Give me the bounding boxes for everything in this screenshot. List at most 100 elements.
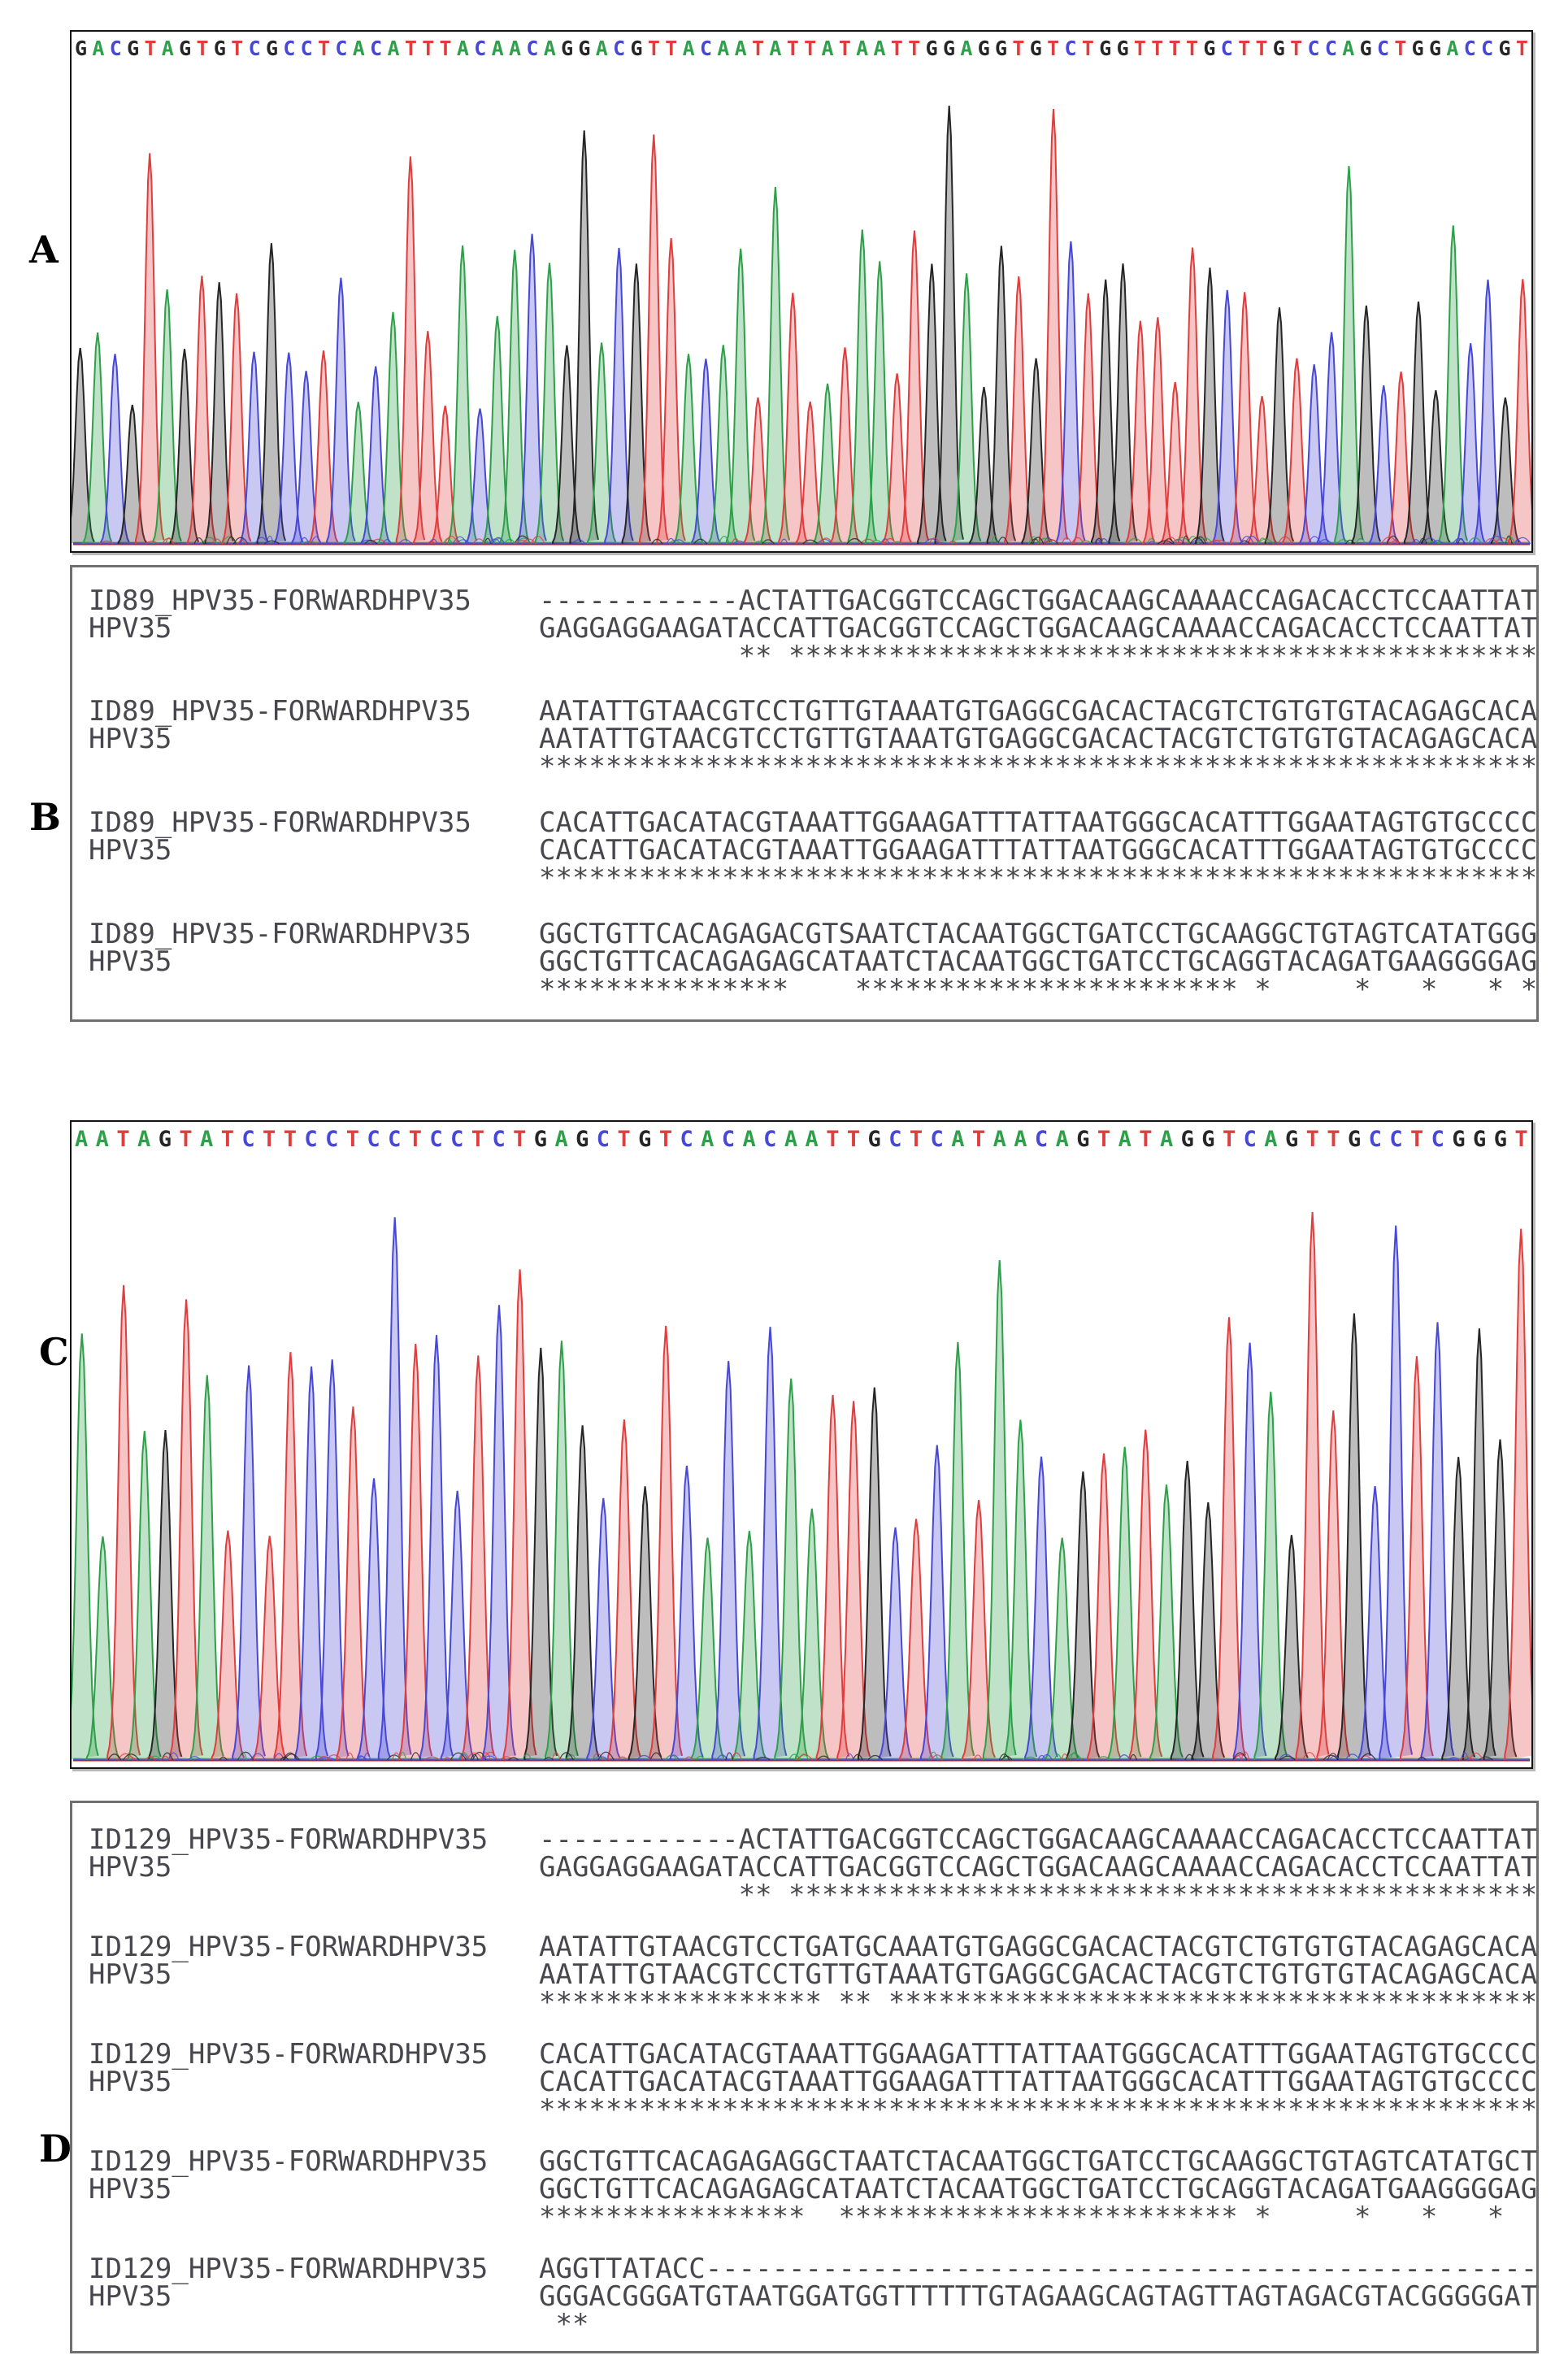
baseline-noise — [1380, 536, 1398, 545]
baseline-noise — [1355, 537, 1366, 545]
baseline-noise — [122, 1753, 140, 1761]
chromatogram-trace — [72, 105, 1531, 545]
base-letter: G — [1201, 1127, 1215, 1152]
reference-label: HPV35 — [89, 723, 172, 755]
baseline-noise — [558, 1752, 574, 1761]
base-letter: C — [1243, 1127, 1257, 1152]
baseline-noise — [997, 537, 1009, 545]
base-letter: G — [995, 37, 1008, 60]
baseline-noise — [443, 1757, 451, 1761]
base-letter: C — [1481, 37, 1494, 60]
query-label: ID89_HPV35-FORWARDHPV35 — [89, 806, 471, 839]
baseline-noise — [1061, 537, 1072, 545]
trace-peak — [419, 1335, 454, 1760]
base-letter: A — [95, 1127, 109, 1152]
baseline-noise — [893, 541, 902, 545]
base-letter: T — [804, 37, 817, 60]
base-letter: T — [1394, 37, 1407, 60]
trace-peak — [106, 1284, 141, 1760]
baseline-noise — [226, 536, 237, 545]
base-letter: T — [439, 37, 452, 60]
trace-peak — [917, 263, 947, 544]
base-letter: A — [1446, 37, 1459, 60]
trace-peak — [1247, 396, 1277, 544]
base-letter: G — [1203, 37, 1216, 60]
baseline-noise — [636, 1754, 652, 1761]
base-letter: C — [699, 37, 712, 60]
base-letter: G — [1452, 1127, 1466, 1152]
baseline-noise — [193, 537, 205, 545]
base-letter: T — [220, 1127, 234, 1152]
base-letter: G — [1498, 37, 1511, 60]
trace-peak — [795, 402, 825, 544]
base-letter: G — [1473, 1127, 1487, 1152]
panel-c-label: C — [39, 1330, 69, 1374]
baseline-noise — [359, 539, 376, 545]
alignment-block: ID89_HPV35-FORWARDHPV35 HPV35 CACATTGACATA… — [72, 806, 1537, 892]
base-letter: A — [1118, 1127, 1131, 1152]
trace-peak — [794, 1508, 829, 1760]
base-letter: T — [908, 37, 921, 60]
baseline-noise — [931, 1754, 944, 1761]
base-letter: T — [1255, 37, 1268, 60]
base-letter: C — [370, 37, 383, 60]
base-letter: C — [930, 1127, 944, 1152]
trace-peak — [239, 351, 269, 544]
base-letter: G — [533, 1127, 548, 1152]
baseline-noise — [684, 1756, 694, 1761]
trace-peak — [882, 373, 912, 544]
base-letter: A — [137, 1127, 151, 1152]
baseline-noise — [973, 1754, 983, 1761]
baseline-noise — [544, 1757, 554, 1761]
reference-sequence-line: GAGGAGGAAGATACCATTGACGGTCCAGCTGGACAAGCAA… — [539, 1851, 1538, 1884]
trace-peak — [1504, 1228, 1531, 1760]
base-letter: T — [1168, 37, 1181, 60]
reference-sequence-line: CACATTGACATACGTAAATTGGAAGATTTATTAATGGGCA… — [539, 2066, 1538, 2098]
base-letter: T — [909, 1127, 923, 1152]
baseline-noise — [382, 538, 393, 545]
trace-peak — [1295, 1212, 1330, 1760]
baseline-noise — [802, 539, 819, 545]
base-letter: A — [742, 1127, 756, 1152]
base-letter: C — [721, 1127, 736, 1152]
baseline-noise — [1279, 1755, 1297, 1761]
baseline-noise — [817, 1755, 831, 1761]
baseline-noise — [923, 538, 940, 545]
alignment-block: ID89_HPV35-FORWARDHPV35 HPV35 GGCTGTTCACAG… — [72, 920, 1537, 1003]
match-line: *************** *********************** … — [539, 973, 1538, 1006]
base-letter: A — [805, 1127, 819, 1152]
base-letter: G — [179, 37, 192, 60]
baseline-noise — [1494, 537, 1511, 545]
base-letter: T — [1047, 37, 1060, 60]
reference-label: HPV35 — [89, 834, 172, 867]
trace-peak — [711, 1361, 746, 1760]
base-letter: T — [179, 1127, 193, 1152]
base-letter: G — [158, 1127, 172, 1152]
trace-peak — [1455, 343, 1486, 544]
base-letter: C — [241, 1127, 255, 1152]
baseline-noise — [1044, 539, 1060, 545]
trace-peak — [1316, 332, 1347, 544]
baseline-noise — [1184, 1753, 1195, 1761]
baseline-noise — [565, 1753, 577, 1761]
base-letter: T — [1186, 37, 1199, 60]
baseline-noise — [596, 1756, 609, 1761]
baseline-noise — [753, 540, 768, 545]
trace-peak — [1441, 1457, 1476, 1760]
baseline-noise — [117, 1753, 134, 1761]
alignment-box-b: ID89_HPV35-FORWARDHPV35 HPV35 ------------… — [70, 565, 1539, 1022]
base-letter: C — [388, 1127, 402, 1152]
base-letter: G — [75, 37, 88, 60]
baseline-noise — [1129, 1753, 1138, 1761]
baseline-noise — [1417, 1756, 1427, 1761]
match-line: ** *************************************… — [539, 1879, 1538, 1911]
baseline-noise — [472, 538, 486, 545]
baseline-noise — [1308, 536, 1322, 545]
base-letter: T — [838, 37, 851, 60]
base-letter: A — [951, 1127, 965, 1152]
base-letter: G — [638, 1127, 652, 1152]
query-label: ID129_HPV35-FORWARDHPV35 — [89, 2145, 489, 2178]
trace-peak — [691, 359, 721, 544]
base-letter: C — [492, 1127, 506, 1152]
